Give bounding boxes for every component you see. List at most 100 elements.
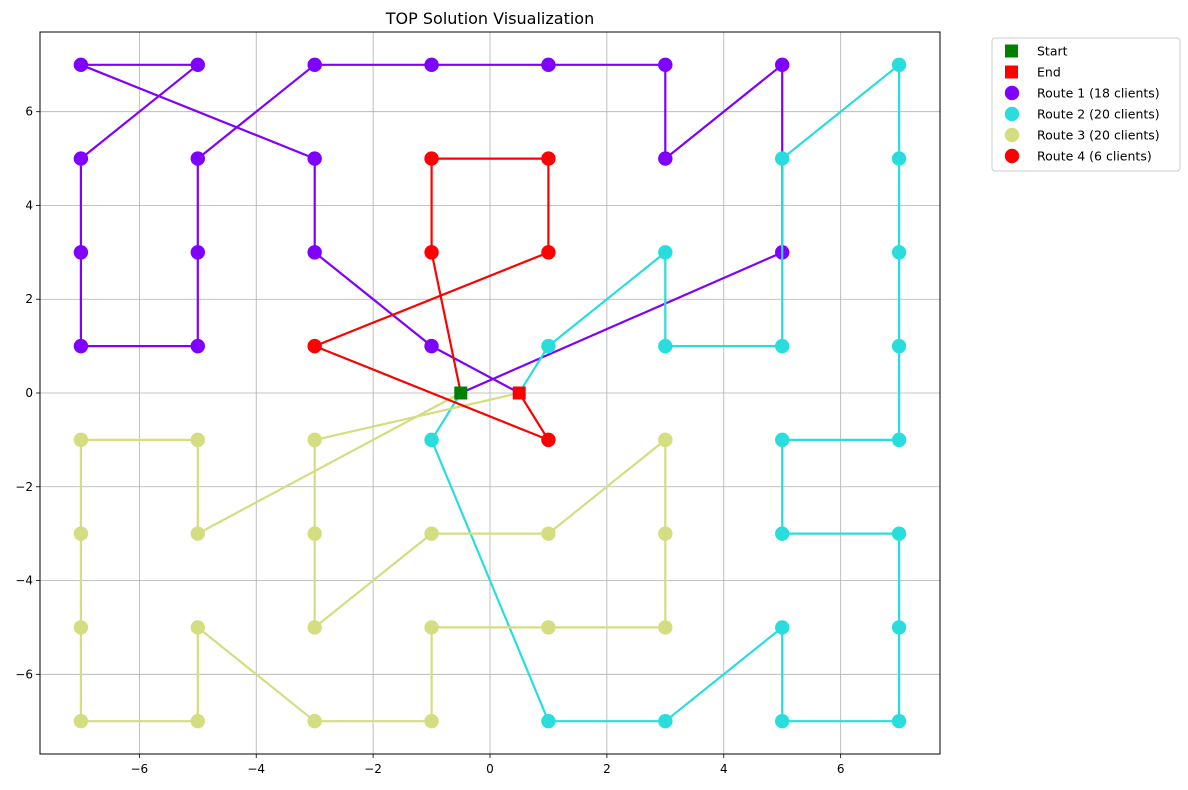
route-2 [424,57,907,729]
route-3-point [190,526,205,541]
y-tick-label: 0 [25,386,33,400]
chart-title: TOP Solution Visualization [385,9,594,28]
route-4-point [541,432,556,448]
legend-route-1-marker [1004,85,1020,101]
route-1 [73,57,790,395]
route-1-point [73,338,89,354]
route-4 [307,151,556,448]
y-tick-label: 6 [25,105,33,119]
route-2-point [658,713,673,729]
y-tick-label: −6 [15,667,33,681]
legend-route-1-label: Route 1 (18 clients) [1037,86,1160,101]
y-tick-label: 4 [25,198,33,212]
route-1-point [73,57,89,73]
legend: Start End Route 1 (18 clients) Route 2 (20 … [991,37,1181,172]
route-1-point [541,57,556,73]
legend-route-4-marker [1004,148,1020,164]
route-1-point [190,245,205,260]
route-3-point [658,526,673,541]
route-1-point [190,338,205,354]
route-1-point [73,245,89,260]
legend-route-4: Route 4 (6 clients) [1004,148,1152,164]
route-3-point [73,432,89,448]
x-axis: −6 −4 −2 0 2 4 6 [130,754,844,776]
x-tick-label: −4 [247,762,265,776]
route-1-point [658,57,673,73]
route-1-point [775,57,790,73]
legend-route-3-marker [1004,127,1020,143]
route-3-point [190,620,205,635]
legend-route-3: Route 3 (20 clients) [1004,127,1160,143]
x-tick-label: 2 [603,762,611,776]
route-3-point [307,713,322,729]
x-tick-label: 0 [486,762,494,776]
route-2-point [775,526,790,541]
start-marker [454,386,468,400]
route-3-point [541,620,556,635]
end-marker [512,386,526,400]
routes [73,57,907,729]
route-1-point [190,151,205,166]
route-3-point [658,620,673,635]
route-2-point [775,713,790,729]
x-tick-label: −2 [364,762,382,776]
route-3-point [73,620,89,635]
route-2-point [658,338,673,354]
legend-route-2-marker [1004,106,1020,122]
x-tick-label: −6 [130,762,148,776]
route-2-point [541,338,556,354]
route-3 [73,391,673,729]
legend-end-label: End [1037,65,1061,80]
legend-route-2: Route 2 (20 clients) [1004,106,1160,122]
route-3-point [658,432,673,448]
route-3-line [79,391,667,723]
route-1-point [73,151,89,166]
legend-route-2-label: Route 2 (20 clients) [1037,107,1160,122]
route-3-point [73,526,89,541]
x-tick-label: 6 [837,762,845,776]
legend-route-1: Route 1 (18 clients) [1004,85,1160,101]
route-2-point [424,432,439,448]
route-4-point [424,245,439,260]
y-tick-label: −2 [15,480,33,494]
route-1-point [307,245,322,260]
depots [454,386,526,400]
route-1-point [307,57,322,73]
route-4-point [307,338,322,354]
route-1-point [307,151,322,166]
route-2-point [891,432,907,448]
route-4-line [313,157,550,441]
route-4-point [541,245,556,260]
route-2-point [658,245,673,260]
route-3-point [424,620,439,635]
route-2-point [775,620,790,635]
route-1-point [658,151,673,166]
route-2-point [891,245,907,260]
route-3-point [73,713,89,729]
y-tick-label: −4 [15,574,33,588]
route-2-point [541,713,556,729]
route-2-point [891,620,907,635]
route-3-point [424,713,439,729]
legend-end-marker [1005,65,1018,79]
route-2-point [775,338,790,354]
x-tick-label: 4 [720,762,728,776]
route-3-point [190,432,205,448]
route-3-point [190,713,205,729]
route-1-point [424,57,439,73]
route-2-point [775,151,790,166]
route-3-point [307,620,322,635]
route-2-point [775,432,790,448]
route-2-line [430,63,901,723]
route-3-point [307,432,322,448]
route-3-point [307,526,322,541]
route-3-point [541,526,556,541]
route-2-point [891,151,907,166]
route-4-point [424,151,439,166]
route-2-point [891,338,907,354]
legend-start-marker [1005,44,1018,58]
route-1-line [79,63,784,395]
route-2-point [891,57,907,73]
route-2-point [891,713,907,729]
